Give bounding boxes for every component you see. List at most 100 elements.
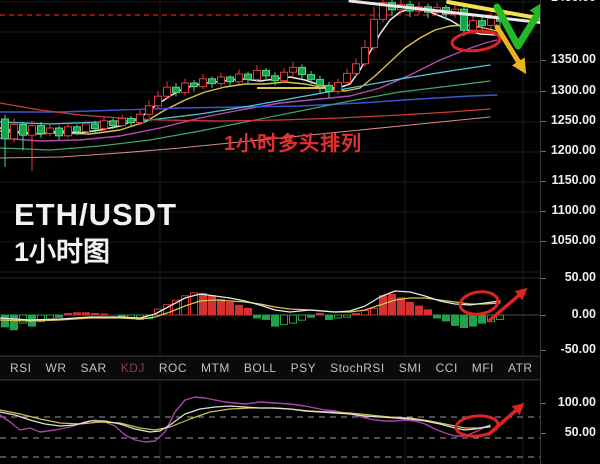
- hand-drawn-annotations: [348, 0, 547, 438]
- tab-rsi[interactable]: RSI: [10, 361, 32, 375]
- red-circle-annotation: [454, 414, 500, 438]
- tab-smi[interactable]: SMI: [398, 361, 422, 375]
- macd-bar: [208, 295, 216, 316]
- price-label: 1200.00: [550, 143, 596, 157]
- axis-tick: [541, 403, 546, 404]
- candle: [100, 120, 108, 130]
- macd-bar: [442, 314, 450, 322]
- axis-tick: [541, 181, 546, 182]
- macd-scale-label: 0.00: [571, 307, 596, 321]
- candle: [136, 113, 144, 124]
- axis-tick: [541, 433, 546, 434]
- macd-scale-label: 50.00: [564, 270, 596, 284]
- macd-bar: [91, 313, 99, 316]
- tab-roc[interactable]: ROC: [158, 361, 188, 375]
- candle: [64, 126, 72, 137]
- trend-annotation-text: 1小时多头排列: [224, 133, 363, 155]
- candle: [460, 8, 468, 31]
- yellow-down-arrow: [494, 24, 527, 75]
- candle: [172, 86, 180, 94]
- candle: [163, 86, 171, 97]
- macd-bar: [271, 314, 279, 327]
- macd-bar: [343, 314, 351, 318]
- tab-wr[interactable]: WR: [45, 361, 67, 375]
- candle: [109, 120, 117, 127]
- macd-bar: [415, 305, 423, 316]
- candle: [487, 17, 495, 26]
- macd-bar: [217, 298, 225, 316]
- candle: [244, 73, 252, 80]
- axis-tick: [541, 151, 546, 152]
- tab-sar[interactable]: SAR: [80, 361, 107, 375]
- axis-tick: [541, 315, 546, 316]
- candle: [343, 72, 351, 83]
- macd-bar: [10, 314, 18, 331]
- kdj-panel: [0, 396, 540, 458]
- candle: [28, 125, 36, 136]
- axis-tick: [541, 241, 546, 242]
- tab-atr[interactable]: ATR: [507, 361, 533, 375]
- macd-bar: [307, 314, 315, 318]
- tab-kdj[interactable]: KDJ: [120, 361, 145, 375]
- macd-bar: [1, 314, 9, 328]
- candle: [181, 82, 189, 94]
- tab-stochrsi[interactable]: StochRSI: [330, 361, 385, 375]
- macd-bar: [289, 314, 297, 324]
- tab-mtm[interactable]: MTM: [201, 361, 230, 375]
- red-circle-annotation: [458, 290, 500, 316]
- tab-cci[interactable]: CCI: [435, 361, 458, 375]
- macd-bar: [235, 304, 243, 316]
- axis-tick: [541, 121, 546, 122]
- candle: [82, 123, 90, 133]
- candle: [280, 71, 288, 82]
- candle: [352, 63, 360, 74]
- macd-bar: [226, 301, 234, 316]
- price-label: 1050.00: [550, 233, 596, 247]
- macd-bar: [64, 313, 72, 316]
- candle: [118, 117, 126, 127]
- macd-bar: [82, 312, 90, 316]
- candle: [334, 81, 342, 92]
- price-label: 1150.00: [551, 173, 597, 187]
- macd-bar: [100, 313, 108, 316]
- macd-bar: [244, 307, 252, 316]
- candle: [127, 117, 135, 124]
- candle: [298, 66, 306, 76]
- price-label: 1450.00: [551, 0, 596, 4]
- candle: [208, 78, 216, 85]
- price-label: 1350.00: [550, 52, 596, 66]
- axis-tick: [541, 60, 546, 61]
- candle: [262, 69, 270, 77]
- candle: [145, 105, 153, 115]
- candle: [10, 123, 18, 140]
- macd-bar: [460, 314, 468, 329]
- macd-bar: [316, 313, 324, 316]
- candle: [154, 95, 162, 107]
- tab-boll[interactable]: BOLL: [243, 361, 277, 375]
- candle: [217, 76, 225, 85]
- macd-bar: [388, 293, 396, 316]
- macd-panel: [0, 290, 540, 331]
- macd-scale-label: -50.00: [560, 342, 596, 356]
- candle: [91, 123, 99, 130]
- macd-bar: [325, 314, 333, 320]
- macd-bar: [118, 314, 126, 317]
- candle: [478, 20, 486, 26]
- price-label: 1300.00: [550, 83, 596, 97]
- macd-bar: [478, 314, 486, 324]
- tab-psy[interactable]: PSY: [290, 361, 317, 375]
- axis-tick: [541, 91, 546, 92]
- candle: [307, 74, 315, 80]
- macd-bar: [370, 307, 378, 316]
- tab-mfi[interactable]: MFI: [471, 361, 494, 375]
- green-up-arrow: [493, 0, 547, 50]
- candle: [271, 75, 279, 82]
- candle: [379, 2, 387, 20]
- price-label: 1100.00: [551, 203, 597, 217]
- candle: [235, 73, 243, 83]
- candle: [325, 84, 333, 92]
- candle: [190, 82, 198, 88]
- candle: [1, 118, 9, 140]
